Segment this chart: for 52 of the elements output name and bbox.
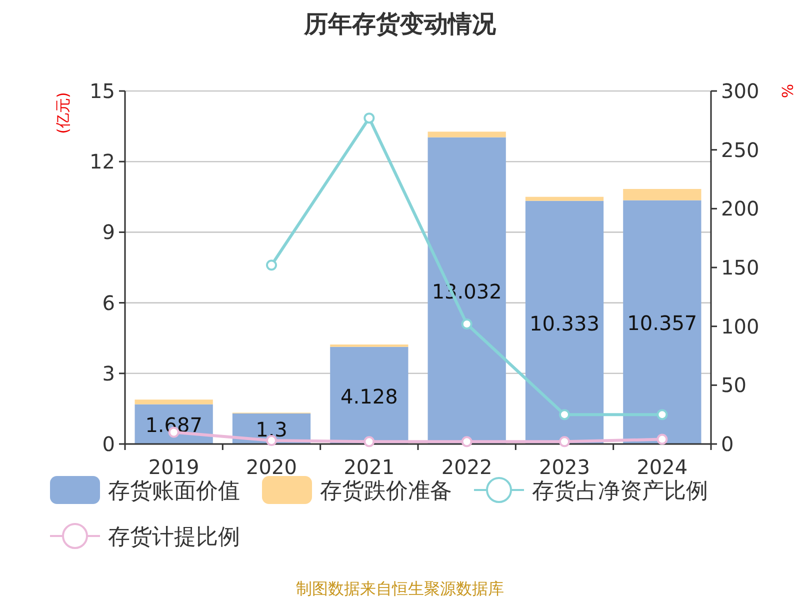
- point: [656, 434, 668, 445]
- x-tick-label: 2022: [441, 455, 492, 479]
- y2-tick-label: 50: [721, 373, 746, 398]
- point: [559, 436, 570, 448]
- bar: [525, 200, 604, 444]
- legend: 存货账面价值: [50, 476, 240, 504]
- y2-tick-label: 100: [721, 314, 760, 338]
- y-tick-label: 6: [102, 290, 115, 315]
- y-tick-label: 9: [102, 220, 115, 244]
- bar: [428, 137, 506, 444]
- x-tick-label: 2024: [636, 455, 688, 479]
- y-tick-label: 3: [102, 361, 115, 386]
- data-label: 4.128: [340, 384, 398, 408]
- y2-tick-label: 250: [721, 138, 760, 162]
- y2-tick-label: 0: [721, 432, 734, 456]
- point: [461, 436, 472, 448]
- point: [266, 260, 277, 271]
- y-tick-label: 0: [102, 432, 115, 456]
- bar: [623, 200, 702, 444]
- legend-label: 存货账面价值: [108, 479, 240, 504]
- x-tick-label: 2021: [344, 455, 395, 479]
- data-label: 10.333: [530, 311, 600, 336]
- y-axis-title: (亿元): [54, 92, 72, 134]
- text: 制图数据来自恒生聚源数据库: [296, 579, 504, 598]
- point: [461, 318, 472, 330]
- data-label: 1.3: [256, 418, 288, 442]
- chart-title: 历年存货变动情况: [303, 10, 497, 38]
- data-label: 10.357: [627, 311, 698, 336]
- y2-tick-label: 150: [721, 256, 760, 280]
- y2-tick-label: 200: [721, 196, 760, 221]
- legend-label: 存货占净资产比例: [532, 479, 708, 504]
- legend-label: 存货计提比例: [108, 525, 240, 550]
- legend: 存货占净资产比例: [474, 477, 708, 504]
- y-tick-label: 12: [90, 150, 115, 174]
- point: [559, 409, 570, 420]
- legend: 存货跌价准备: [262, 476, 452, 504]
- bar: [428, 132, 506, 138]
- x-tick-label: 2023: [539, 455, 590, 479]
- x-tick-label: 2019: [148, 455, 200, 479]
- bar: [525, 196, 604, 201]
- point: [656, 409, 668, 420]
- legend-label: 存货跌价准备: [320, 479, 452, 504]
- x-tick-label: 2020: [246, 455, 297, 479]
- y2-axis-title: %: [778, 84, 796, 98]
- y-tick-label: 15: [90, 79, 115, 103]
- y2-tick-label: 300: [721, 79, 760, 103]
- bar: [330, 346, 408, 444]
- bar: [134, 400, 213, 404]
- point: [364, 112, 375, 124]
- bar: [623, 188, 702, 200]
- legend: 存货计提比例: [50, 523, 240, 550]
- point: [364, 436, 375, 448]
